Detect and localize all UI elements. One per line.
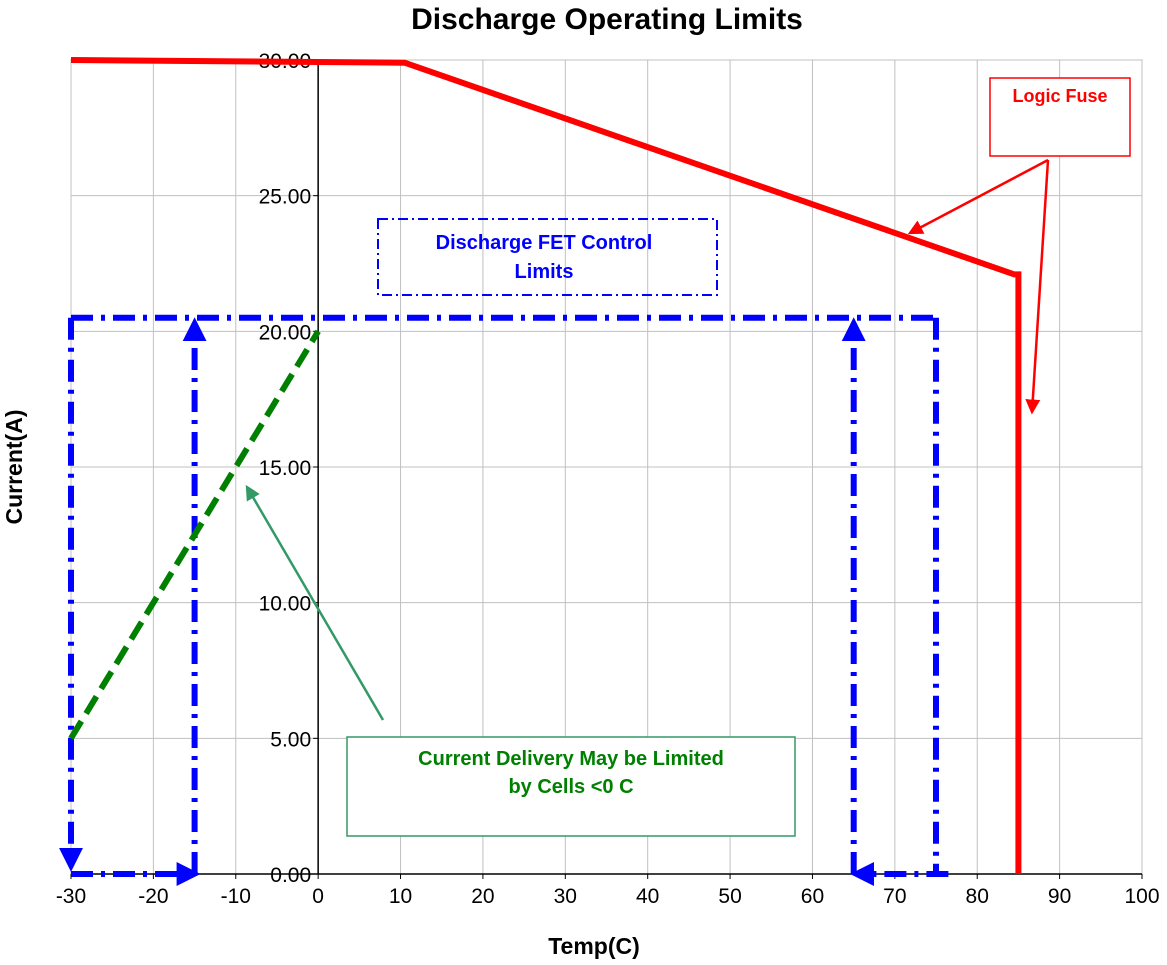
logic-fuse-callout-arrow-2 [1025, 159, 1050, 415]
annotation-logic-fuse: Logic Fuse [989, 77, 1131, 157]
chart-title: Discharge Operating Limits [411, 3, 803, 36]
annotation-logic-fuse-text: Logic Fuse [1012, 86, 1107, 106]
x-tick-label: 90 [1048, 885, 1071, 908]
x-axis-ticks: -30 -20 -10 0 10 20 30 40 50 60 70 80 90 100 [56, 874, 1160, 908]
x-tick-label: 20 [471, 885, 494, 908]
series-line-8 [68, 329, 321, 740]
y-tick-label: 10.00 [259, 593, 312, 616]
x-tick-label: 40 [636, 885, 659, 908]
data-series [59, 57, 1022, 886]
x-tick-label: 30 [554, 885, 577, 908]
y-tick-label: 0.00 [270, 864, 311, 887]
x-tick-label: 50 [718, 885, 741, 908]
x-tick-label: -30 [56, 885, 86, 908]
annotation-current-delivery-box [346, 736, 796, 837]
x-tick-label: 100 [1124, 885, 1159, 908]
x-tick-label: 70 [883, 885, 906, 908]
annotation-discharge-fet-line2: Limits [515, 261, 574, 283]
current-delivery-callout-arrow [245, 484, 385, 721]
annotation-discharge-fet: Discharge FET Control Limits [377, 218, 718, 296]
x-tick-label: 80 [966, 885, 989, 908]
annotation-discharge-fet-box [377, 218, 718, 296]
y-tick-label: 5.00 [270, 728, 311, 751]
x-tick-label: 10 [389, 885, 412, 908]
y-axis-label: Current(A) [1, 410, 27, 525]
annotation-logic-fuse-box [989, 77, 1131, 157]
annotation-current-delivery-line2: by Cells <0 C [508, 776, 633, 798]
annotation-discharge-fet-line1: Discharge FET Control [436, 232, 653, 254]
y-tick-label: 15.00 [259, 457, 312, 480]
x-tick-label: -10 [221, 885, 251, 908]
x-tick-label: 0 [312, 885, 324, 908]
logic-fuse-callout-arrow-1 [907, 158, 1049, 235]
x-tick-label: -20 [138, 885, 168, 908]
x-axis-label: Temp(C) [548, 933, 640, 959]
y-tick-label: 25.00 [259, 186, 312, 209]
series-line-0 [70, 57, 1022, 874]
annotation-current-delivery: Current Delivery May be Limited by Cells… [346, 736, 796, 837]
annotation-current-delivery-line1: Current Delivery May be Limited [418, 748, 724, 770]
x-tick-label: 60 [801, 885, 824, 908]
y-tick-label: 20.00 [259, 321, 312, 344]
